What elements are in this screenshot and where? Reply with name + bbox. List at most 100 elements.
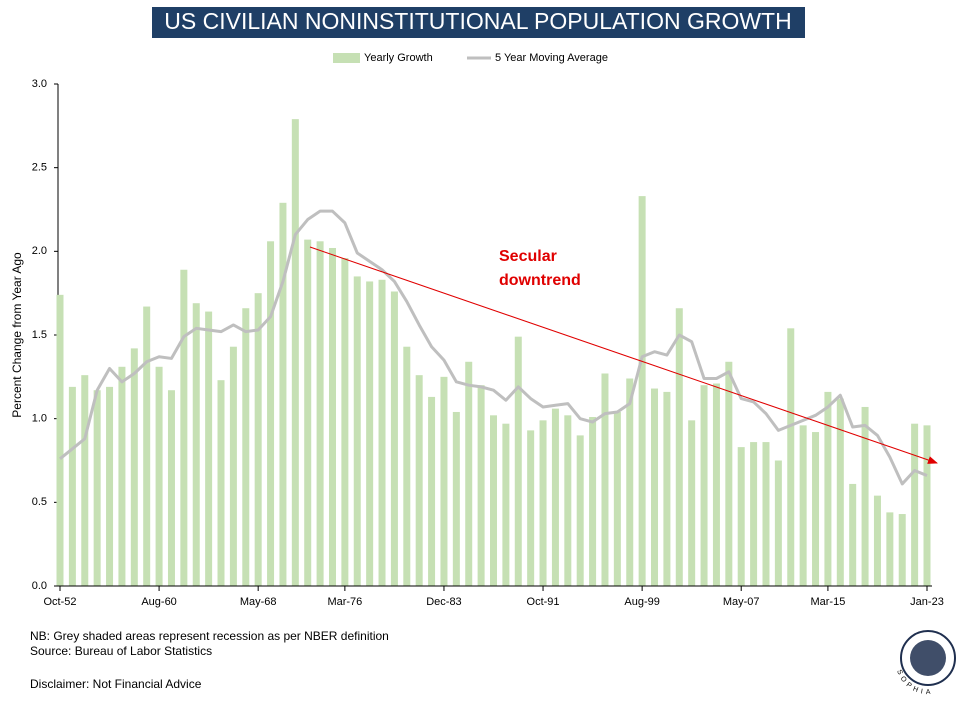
bar: [725, 361, 733, 586]
bar: [279, 202, 287, 586]
bar: [576, 435, 584, 586]
legend-item: 5 Year Moving Average: [467, 52, 608, 64]
legend-label: Yearly Growth: [364, 52, 433, 64]
bar: [762, 442, 770, 586]
bar: [836, 398, 844, 586]
bar: [452, 411, 460, 586]
bar: [229, 346, 237, 586]
bar: [242, 308, 250, 586]
x-tick-label: Jan-23: [910, 596, 944, 608]
disclaimer: Disclaimer: Not Financial Advice: [30, 677, 202, 691]
bar: [688, 420, 696, 586]
y-tick-label: 0.5: [32, 496, 47, 508]
bar: [390, 291, 398, 586]
bar: [93, 390, 101, 586]
bar: [750, 442, 758, 586]
bar: [180, 269, 188, 586]
bar: [539, 420, 547, 586]
bar: [812, 432, 820, 586]
bar: [824, 391, 832, 586]
bar: [155, 366, 163, 586]
bar: [304, 239, 312, 586]
bar: [799, 425, 807, 586]
bar: [601, 373, 609, 586]
bar: [118, 366, 126, 586]
bar: [849, 483, 857, 586]
bar: [130, 348, 138, 586]
bar: [886, 512, 894, 586]
legend-label: 5 Year Moving Average: [495, 52, 608, 64]
x-tick-label: May-68: [240, 596, 277, 608]
bar: [341, 258, 349, 586]
x-tick-label: Dec-83: [426, 596, 461, 608]
y-tick-label: 1.0: [32, 413, 47, 425]
x-tick-label: Oct-91: [527, 596, 560, 608]
annotation: Secular: [499, 248, 557, 265]
bar: [68, 386, 76, 586]
bar: [167, 390, 175, 586]
bar: [651, 388, 659, 586]
bar: [143, 306, 151, 586]
bar: [551, 408, 559, 586]
bar: [898, 514, 906, 586]
bar: [564, 415, 572, 586]
bar: [700, 385, 708, 586]
logo-face: [910, 640, 946, 676]
x-tick-label: Oct-52: [43, 596, 76, 608]
bar: [428, 396, 436, 586]
bar: [465, 361, 473, 586]
bar: [490, 415, 497, 586]
bar: [267, 241, 275, 586]
bar: [873, 495, 881, 586]
title-box: [152, 7, 805, 38]
moving-average-line: [59, 209, 928, 486]
bar: [712, 383, 720, 586]
x-tick-label: Mar-15: [810, 596, 845, 608]
bar: [774, 460, 782, 586]
bar: [589, 416, 597, 586]
bar: [502, 423, 510, 586]
bar: [663, 391, 671, 586]
note: NB: Grey shaded areas represent recessio…: [30, 629, 389, 643]
bar: [477, 385, 485, 586]
x-tick-label: Aug-99: [624, 596, 659, 608]
y-tick-label: 2.0: [32, 245, 47, 257]
bar: [254, 293, 262, 586]
bar: [106, 386, 114, 586]
bar: [923, 425, 931, 586]
bar: [192, 303, 200, 586]
x-tick-label: May-07: [723, 596, 760, 608]
x-tick-label: Mar-76: [327, 596, 362, 608]
legend-swatch: [333, 53, 360, 63]
bar: [787, 328, 795, 586]
logo-ring: [900, 630, 956, 686]
bar: [415, 375, 423, 586]
bar: [366, 281, 374, 586]
bar: [205, 311, 213, 586]
bar: [291, 119, 299, 586]
bar: [378, 279, 386, 586]
bar: [527, 430, 535, 586]
bar: [56, 294, 64, 586]
y-tick-label: 2.5: [32, 162, 47, 174]
bar: [217, 380, 225, 586]
note: Source: Bureau of Labor Statistics: [30, 644, 212, 658]
bar: [440, 376, 448, 586]
bar: [613, 411, 621, 586]
y-tick-label: 0.0: [32, 580, 47, 592]
bar: [626, 378, 634, 586]
bar: [861, 406, 869, 586]
bar: [911, 423, 919, 586]
trend-arrow: [309, 246, 938, 464]
bar: [316, 241, 324, 586]
bar: [638, 196, 646, 586]
annotation: downtrend: [499, 272, 581, 289]
bar: [353, 276, 361, 586]
y-tick-label: 3.0: [32, 78, 47, 90]
bar: [403, 346, 411, 586]
x-tick-label: Aug-60: [141, 596, 176, 608]
legend-item: Yearly Growth: [333, 52, 433, 64]
bar: [328, 247, 336, 586]
logo: SOPHIA: [895, 630, 956, 696]
